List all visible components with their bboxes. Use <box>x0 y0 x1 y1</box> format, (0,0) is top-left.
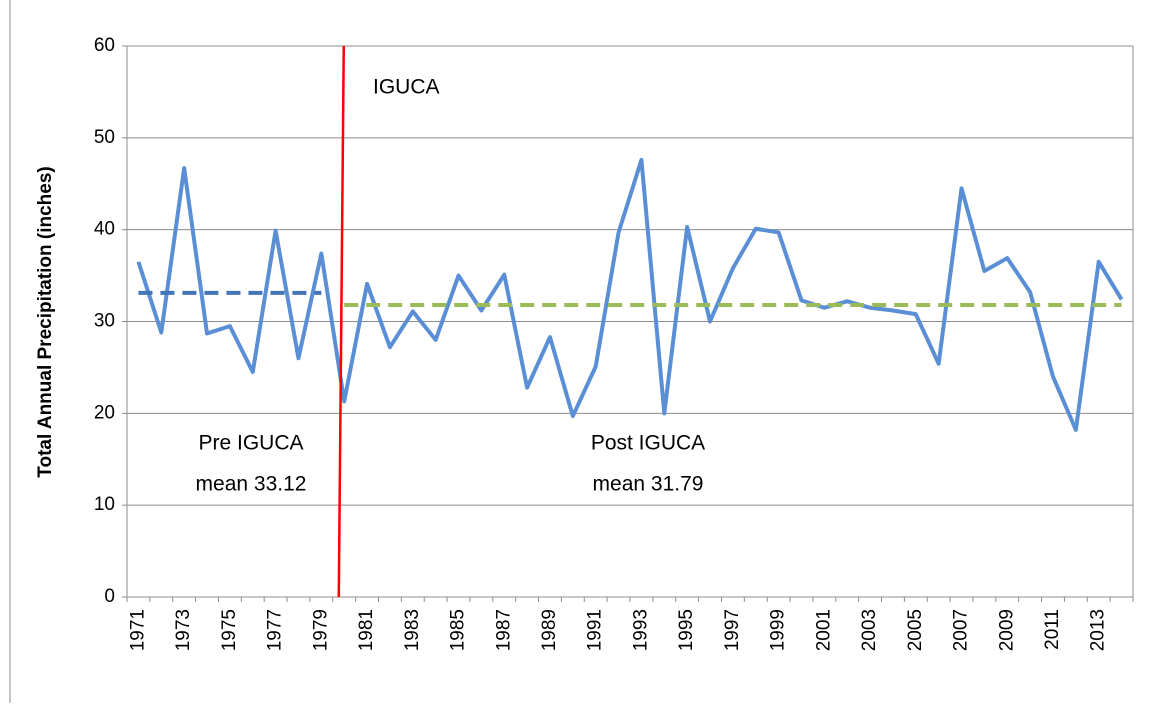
x-tick-label: 1989 <box>539 609 560 651</box>
annotation: mean 31.79 <box>593 473 704 496</box>
x-tick-label: 1985 <box>448 609 469 651</box>
vline-label: IGUCA <box>373 76 440 99</box>
vline <box>337 45 346 598</box>
x-tick-label: 1973 <box>173 609 194 651</box>
x-tick-label: 1981 <box>356 609 377 651</box>
x-tick-label: 1993 <box>630 609 651 651</box>
x-tick-label: 1983 <box>402 609 423 651</box>
x-tick-label: 1971 <box>127 609 148 651</box>
y-tick-label: 40 <box>94 219 115 240</box>
y-tick-label: 20 <box>94 402 115 423</box>
x-tick-label: 2009 <box>996 609 1017 651</box>
x-tick-label: 1991 <box>585 609 606 651</box>
annotation: mean 33.12 <box>196 473 307 496</box>
y-tick-label: 60 <box>94 35 115 56</box>
x-tick-label: 2005 <box>905 609 926 651</box>
y-tick-label: 30 <box>94 311 115 332</box>
y-tick-label: 0 <box>104 586 115 607</box>
series-line <box>136 157 1124 432</box>
x-tick-label: 1999 <box>768 609 789 651</box>
x-tick-label: 1995 <box>676 609 697 651</box>
x-tick-label: 2011 <box>1042 609 1063 650</box>
x-tick-label: 1987 <box>493 609 514 651</box>
x-tick-label: 2007 <box>951 609 972 651</box>
x-tick-label: 2013 <box>1088 609 1109 651</box>
x-tick-label: 2003 <box>859 609 880 651</box>
y-tick-label: 50 <box>94 127 115 148</box>
x-tick-label: 2001 <box>813 609 834 651</box>
x-tick-label: 1979 <box>310 609 331 651</box>
x-tick-label: 1975 <box>219 609 240 651</box>
annotation: Pre IGUCA <box>198 432 303 455</box>
y-axis-label: Total Annual Precipitation (inches) <box>35 166 56 477</box>
annotation: Post IGUCA <box>591 432 705 455</box>
x-tick-label: 1997 <box>722 609 743 651</box>
y-tick-label: 10 <box>94 494 115 515</box>
x-tick-label: 1977 <box>265 609 286 651</box>
